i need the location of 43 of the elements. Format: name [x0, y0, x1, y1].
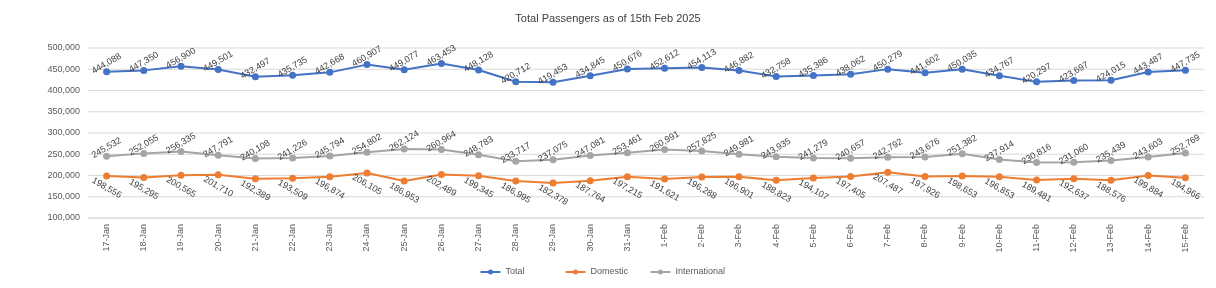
x-tick-label: 4-Feb — [770, 224, 781, 248]
x-tick-label: 21-Jan — [249, 224, 260, 252]
x-tick-label: 1-Feb — [658, 224, 669, 248]
x-tick-label: 19-Jan — [175, 224, 186, 252]
chart-title: Total Passengers as of 15th Feb 2025 — [515, 12, 701, 24]
legend-label: Domestic — [590, 266, 629, 277]
x-tick-label: 5-Feb — [807, 224, 818, 248]
y-tick-label: 250,000 — [47, 148, 80, 159]
legend-label: Total — [505, 266, 525, 277]
x-tick-label: 6-Feb — [844, 224, 855, 248]
x-tick-label: 13-Feb — [1105, 224, 1116, 253]
x-tick-label: 7-Feb — [882, 224, 893, 248]
y-tick-label: 100,000 — [47, 212, 80, 223]
x-tick-label: 17-Jan — [100, 224, 111, 252]
x-tick-label: 27-Jan — [472, 224, 483, 252]
x-tick-label: 14-Feb — [1142, 224, 1153, 253]
x-tick-label: 22-Jan — [286, 224, 297, 252]
legend-label: International — [675, 266, 726, 277]
x-tick-label: 26-Jan — [435, 224, 446, 252]
x-tick-label: 9-Feb — [956, 224, 967, 248]
x-tick-label: 8-Feb — [919, 224, 930, 248]
x-tick-label: 29-Jan — [547, 224, 558, 252]
x-tick-label: 10-Feb — [993, 224, 1004, 253]
y-tick-label: 400,000 — [47, 84, 80, 95]
y-tick-label: 150,000 — [47, 191, 80, 202]
x-tick-label: 23-Jan — [324, 224, 335, 252]
x-tick-label: 3-Feb — [733, 224, 744, 248]
x-tick-label: 24-Jan — [361, 224, 372, 252]
x-tick-label: 2-Feb — [696, 224, 707, 248]
x-tick-label: 30-Jan — [584, 224, 595, 252]
x-tick-label: 25-Jan — [398, 224, 409, 252]
x-tick-label: 20-Jan — [212, 224, 223, 252]
y-tick-label: 350,000 — [47, 106, 80, 117]
x-tick-label: 15-Feb — [1179, 224, 1190, 253]
y-tick-label: 500,000 — [47, 42, 80, 53]
x-tick-label: 18-Jan — [138, 224, 149, 252]
y-tick-label: 200,000 — [47, 169, 80, 180]
y-tick-label: 300,000 — [47, 127, 80, 138]
x-tick-label: 11-Feb — [1030, 224, 1041, 252]
x-tick-label: 12-Feb — [1068, 224, 1079, 253]
y-tick-label: 450,000 — [47, 63, 80, 74]
x-tick-label: 28-Jan — [510, 224, 521, 252]
x-tick-label: 31-Jan — [621, 224, 632, 252]
